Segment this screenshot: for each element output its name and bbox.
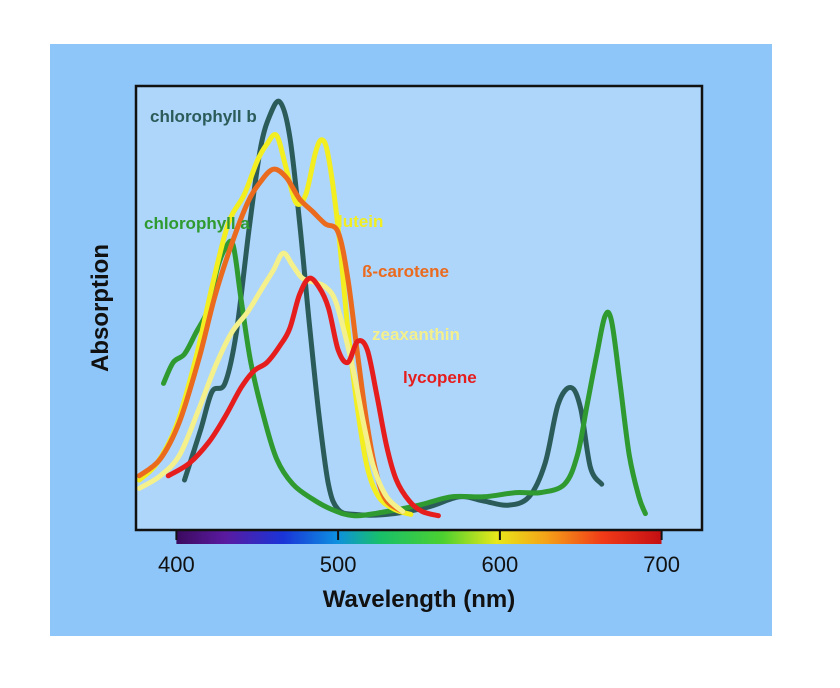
series-label-zeaxanthin: zeaxanthin bbox=[372, 325, 460, 344]
series-label-chlorophyll-b: chlorophyll b bbox=[150, 107, 257, 126]
x-tick-label: 500 bbox=[320, 552, 357, 577]
spectrum-color-bar bbox=[176, 530, 662, 544]
x-tick-label: 400 bbox=[158, 552, 195, 577]
absorption-spectrum-chart: 400 500 600 700 Wavelength (nm) Absorpti… bbox=[50, 44, 772, 636]
series-line-beta-carotene bbox=[136, 166, 406, 514]
x-axis-ticks: 400 500 600 700 bbox=[158, 530, 680, 577]
y-axis-title: Absorption bbox=[87, 244, 114, 372]
plot-background bbox=[136, 86, 702, 530]
series-line-zeaxanthin bbox=[136, 250, 406, 514]
series-label-lycopene: lycopene bbox=[403, 368, 477, 387]
x-tick-label: 700 bbox=[643, 552, 680, 577]
series-line-lutein bbox=[136, 132, 414, 517]
series-line-lycopene bbox=[165, 275, 441, 519]
series-label-lutein: lutein bbox=[338, 212, 383, 231]
series-line-chlorophyll-b bbox=[182, 98, 605, 518]
series-label-beta-carotene: ß-carotene bbox=[362, 262, 449, 281]
series-group bbox=[136, 98, 648, 519]
series-label-chlorophyll-a: chlorophyll a bbox=[144, 214, 250, 233]
x-tick-label: 600 bbox=[482, 552, 519, 577]
chart-panel: 400 500 600 700 Wavelength (nm) Absorpti… bbox=[50, 44, 772, 636]
plot-frame bbox=[134, 84, 704, 532]
x-axis-title: Wavelength (nm) bbox=[323, 586, 515, 613]
